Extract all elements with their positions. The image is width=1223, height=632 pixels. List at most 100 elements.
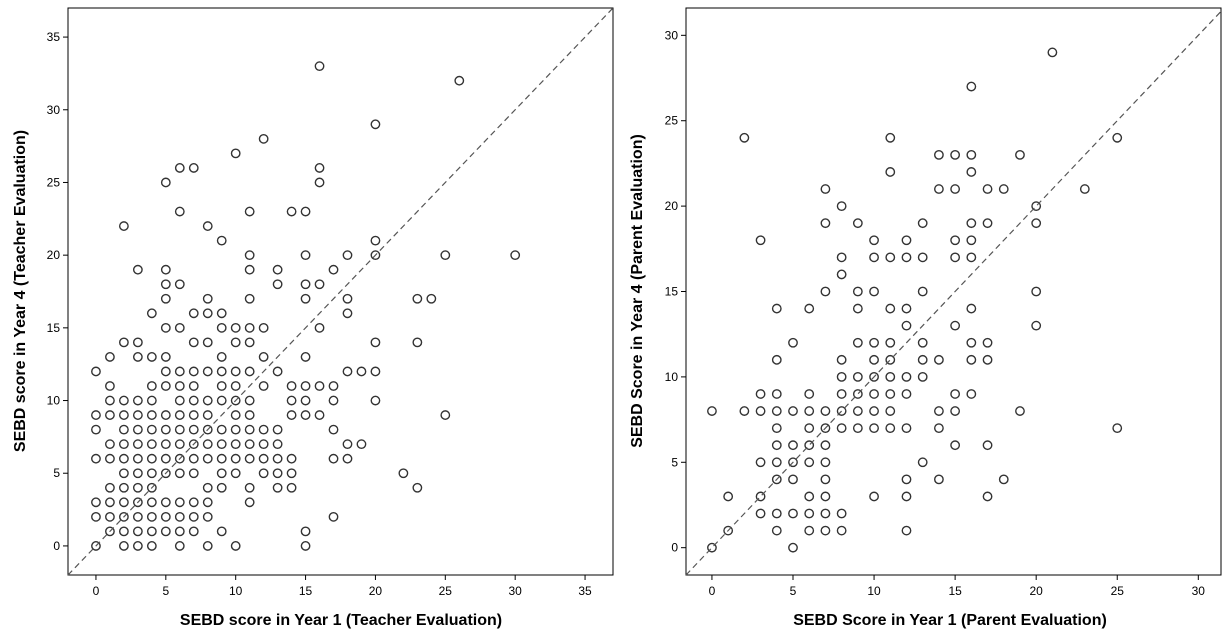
parent-data-point: [852, 218, 863, 229]
teacher-data-point: [244, 366, 255, 377]
teacher-evaluation-scatter-panel: 0 5 10 15 20 25 30 35 0 5 10 15 20 25 30 35 SEBD score …: [12, 7, 614, 629]
teacher-data-point: [146, 526, 157, 537]
teacher-data-point: [118, 482, 129, 493]
teacher-data-point: [202, 366, 213, 377]
teacher-data-point: [160, 293, 171, 304]
teacher-data-point: [258, 322, 269, 333]
parent-data-point: [901, 320, 912, 331]
teacher-data-point: [412, 337, 423, 348]
teacher-data-point: [105, 526, 115, 537]
teacher-data-point: [216, 235, 227, 246]
parent-data-point: [707, 542, 717, 553]
teacher-data-point: [370, 235, 381, 246]
parent-data-point: [901, 389, 912, 399]
parent-data-point: [836, 354, 847, 365]
teacher-data-point: [146, 410, 157, 420]
teacher-data-point: [160, 497, 171, 508]
parent-x-tick-label: 15: [948, 584, 962, 598]
parent-data-point: [771, 440, 782, 451]
parent-data-point: [869, 371, 879, 382]
teacher-data-point: [216, 453, 227, 464]
teacher-y-tick-label: 20: [47, 248, 61, 262]
teacher-data-point: [202, 337, 213, 348]
teacher-data-point: [244, 206, 255, 217]
teacher-data-point: [230, 468, 241, 479]
teacher-data-point: [132, 264, 143, 275]
teacher-data-point: [132, 439, 143, 450]
parent-data-point: [723, 491, 734, 502]
teacher-data-point: [202, 424, 213, 435]
teacher-data-point: [244, 293, 255, 304]
teacher-data-point: [216, 482, 227, 493]
teacher-data-point: [174, 366, 185, 377]
parent-data-point: [739, 406, 750, 416]
teacher-data-point: [202, 497, 213, 508]
parent-data-point: [869, 423, 879, 434]
parent-data-point: [836, 371, 847, 382]
teacher-x-tick-label: 10: [229, 584, 243, 598]
teacher-data-point: [132, 424, 143, 435]
teacher-data-point: [91, 366, 101, 377]
parent-data-point: [836, 252, 847, 263]
teacher-data-point: [160, 468, 171, 479]
teacher-data-point: [202, 482, 213, 493]
parent-data-point: [917, 371, 928, 382]
parent-data-point: [934, 423, 944, 434]
parent-data-point: [788, 406, 798, 416]
teacher-data-point: [216, 366, 227, 377]
parent-data-point: [755, 406, 766, 416]
parent-data-point: [966, 303, 977, 314]
teacher-data-point: [230, 541, 241, 551]
teacher-data-point: [91, 453, 101, 464]
parent-data-point: [707, 406, 717, 416]
teacher-data-point: [272, 439, 283, 450]
teacher-data-point: [118, 497, 129, 508]
teacher-data-point: [118, 424, 129, 435]
teacher-data-point: [174, 511, 185, 522]
teacher-plot-frame: [67, 7, 614, 576]
teacher-data-point: [105, 381, 115, 391]
parent-data-point: [885, 406, 896, 416]
teacher-data-point: [230, 337, 241, 348]
parent-data-point: [820, 440, 831, 451]
parent-data-point: [966, 149, 977, 160]
parent-data-point: [917, 218, 928, 229]
teacher-y-tick-label: 5: [53, 466, 60, 480]
teacher-data-point: [146, 352, 157, 362]
parent-data-point: [1031, 218, 1042, 229]
parent-data-point: [836, 508, 847, 519]
parent-data-point: [771, 303, 782, 314]
teacher-data-point: [300, 526, 311, 537]
parent-y-axis-title: SEBD Score in Year 4 (Parent Evaluation): [629, 134, 646, 448]
parent-data-point: [771, 406, 782, 416]
parent-data-point: [934, 184, 944, 194]
parent-data-point: [788, 337, 798, 348]
parent-data-point: [755, 389, 766, 399]
parent-data-point: [1015, 406, 1025, 416]
parent-data-point: [1031, 320, 1042, 331]
teacher-data-point: [230, 439, 241, 450]
parent-data-point: [1112, 423, 1123, 434]
teacher-data-point: [230, 381, 241, 391]
parent-data-point: [1047, 47, 1058, 58]
parent-data-point: [1079, 184, 1090, 194]
parent-data-point: [950, 406, 961, 416]
parent-data-point: [820, 184, 831, 194]
teacher-data-point: [216, 424, 227, 435]
parent-data-point: [820, 508, 831, 519]
teacher-data-point: [258, 352, 269, 362]
teacher-x-tick-label: 20: [369, 584, 383, 598]
teacher-data-point: [286, 395, 297, 406]
parent-data-point: [771, 457, 782, 468]
teacher-y-tick-label: 0: [53, 539, 60, 553]
teacher-data-point: [286, 453, 297, 464]
parent-data-point: [869, 491, 879, 502]
teacher-data-point: [160, 279, 171, 290]
teacher-data-point: [244, 453, 255, 464]
parent-data-point: [934, 354, 944, 365]
teacher-data-point: [286, 381, 297, 391]
teacher-data-point: [118, 221, 129, 231]
teacher-data-point: [160, 322, 171, 333]
parent-data-point: [950, 235, 961, 246]
parent-plot-frame: [685, 7, 1222, 576]
